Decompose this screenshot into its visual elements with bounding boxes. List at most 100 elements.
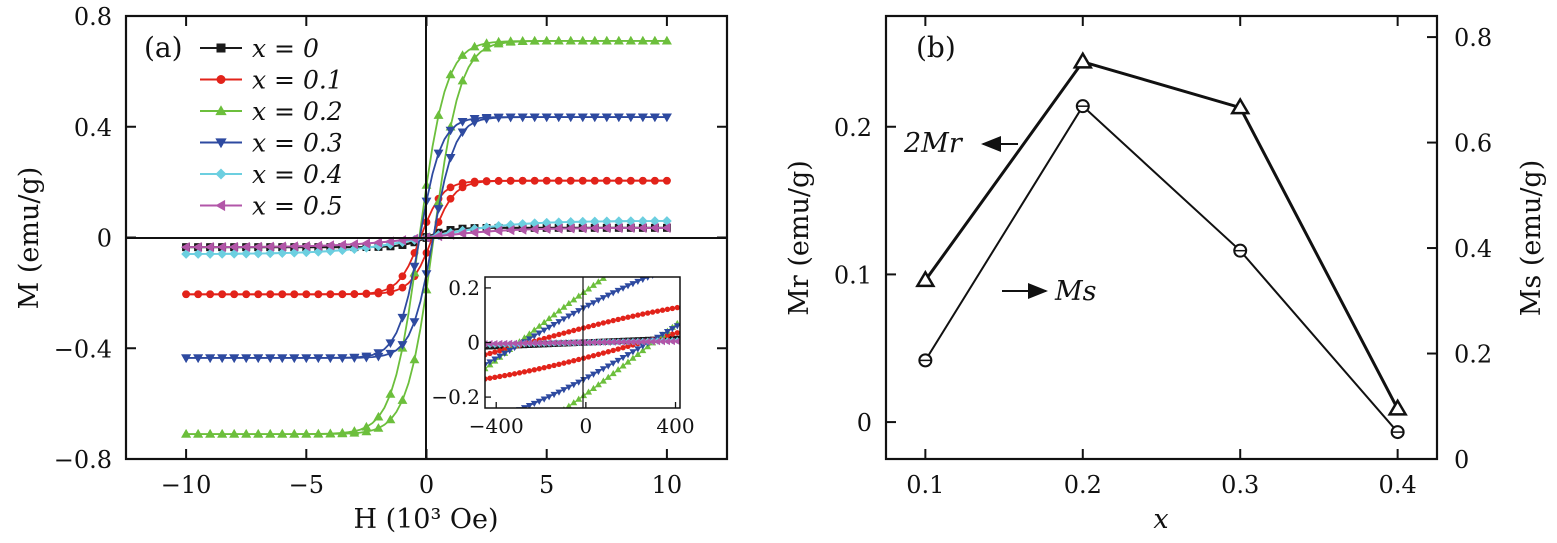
series-point [349,354,360,363]
series-x0-2 [181,35,672,438]
y-tick-label-right: 0 [1454,446,1469,474]
legend-swatch-marker [216,43,226,53]
inset-series-point [521,369,528,375]
series-point [373,411,384,421]
series-point [457,228,467,239]
series-point [470,179,479,187]
inset-series-point [615,316,621,323]
legend-swatch-marker [215,138,227,149]
series-point [289,241,298,252]
inset-series-point [570,296,578,303]
series-point [217,242,226,252]
y-tick-label-right: 0.2 [1454,341,1492,369]
series-point [433,205,444,214]
inset-series-point [540,327,548,334]
series-point [301,241,310,252]
legend-entry: x = 0.2 [200,97,343,126]
inset-series-point [502,372,508,379]
series-point [613,223,623,233]
inset-series-point [497,373,503,380]
series-point [373,237,382,248]
series-point [649,222,659,233]
series-point [565,113,576,123]
inset-series-point [555,319,563,326]
legend-swatch-marker [216,75,226,84]
series-point [277,428,288,438]
inset-series-point [580,377,588,384]
legend-label: x = 0.1 [252,66,343,95]
inset-series-point [487,375,493,381]
series-point [254,290,263,299]
inset-series-point [615,266,620,271]
inset-series-point [502,444,507,449]
series-point [265,241,274,252]
series-point [289,428,300,438]
series-point [326,290,335,299]
inset-series-point [614,287,622,295]
series-point [493,38,504,48]
inset-series-point [560,303,568,310]
series-point [457,50,468,59]
series-point [349,428,360,437]
inset-series-point [611,269,616,274]
data-point [1387,398,1408,416]
inset-series-point [545,315,553,322]
series-point [362,290,371,298]
inset-series-point [604,292,612,299]
series-point [493,225,503,236]
inset-series-point [595,321,602,327]
series-point [518,176,527,185]
inset-series-point [604,373,612,380]
inset-series-point [610,347,616,354]
annotation-2mr-label: 2Mr [903,128,964,159]
series-point [301,354,312,364]
inset-series-point [609,290,617,297]
series-point [649,35,660,45]
series-point [638,176,647,185]
inset-series-point [540,396,548,403]
inset-series-point [675,230,680,235]
series-line [924,104,1399,433]
inset-series-point [630,313,636,319]
series-point [229,428,240,438]
x-tick-label: −5 [289,471,324,499]
y-tick-label: 0.4 [74,114,112,142]
inset-series-point [535,330,543,337]
inset-series-point [634,346,642,353]
legend-label: x = 0.4 [252,160,343,189]
inset-series-point [507,441,512,446]
series-point [553,113,564,123]
inset-series-point [570,382,578,389]
inset-curves [485,230,680,449]
y-tick-label: −0.4 [54,335,112,363]
series-point [313,240,322,251]
series-point [445,69,456,79]
series-point [469,41,480,51]
series-point [193,354,204,364]
inset-series-point [640,250,645,255]
inset-series-point [527,430,532,435]
series-point [385,236,394,247]
x-tick-label: 10 [652,471,683,499]
series-point [241,354,252,364]
inset-series-point [555,307,563,314]
inset-series-point [525,336,533,343]
inset-series-point [665,268,670,273]
inset-series-point [674,304,680,311]
inset-series-point [594,297,602,304]
inset-series-point [532,427,537,432]
series-point [253,354,264,364]
inset-series-point [536,366,542,372]
inset-ticks: −400 0 400 −0.2 0 0.2 [431,276,694,438]
y-tick-label-right: 0.6 [1454,130,1492,158]
inset-series-point [670,233,675,238]
inset-series-point [556,331,562,338]
data-point [1072,51,1093,69]
inset-series-point [566,329,572,335]
series-point [337,354,348,363]
inset-series-point [561,330,567,336]
series-point [530,176,539,185]
x-tick-label: 0 [419,471,434,499]
series-point [626,176,635,185]
inset-series-point [491,356,499,363]
